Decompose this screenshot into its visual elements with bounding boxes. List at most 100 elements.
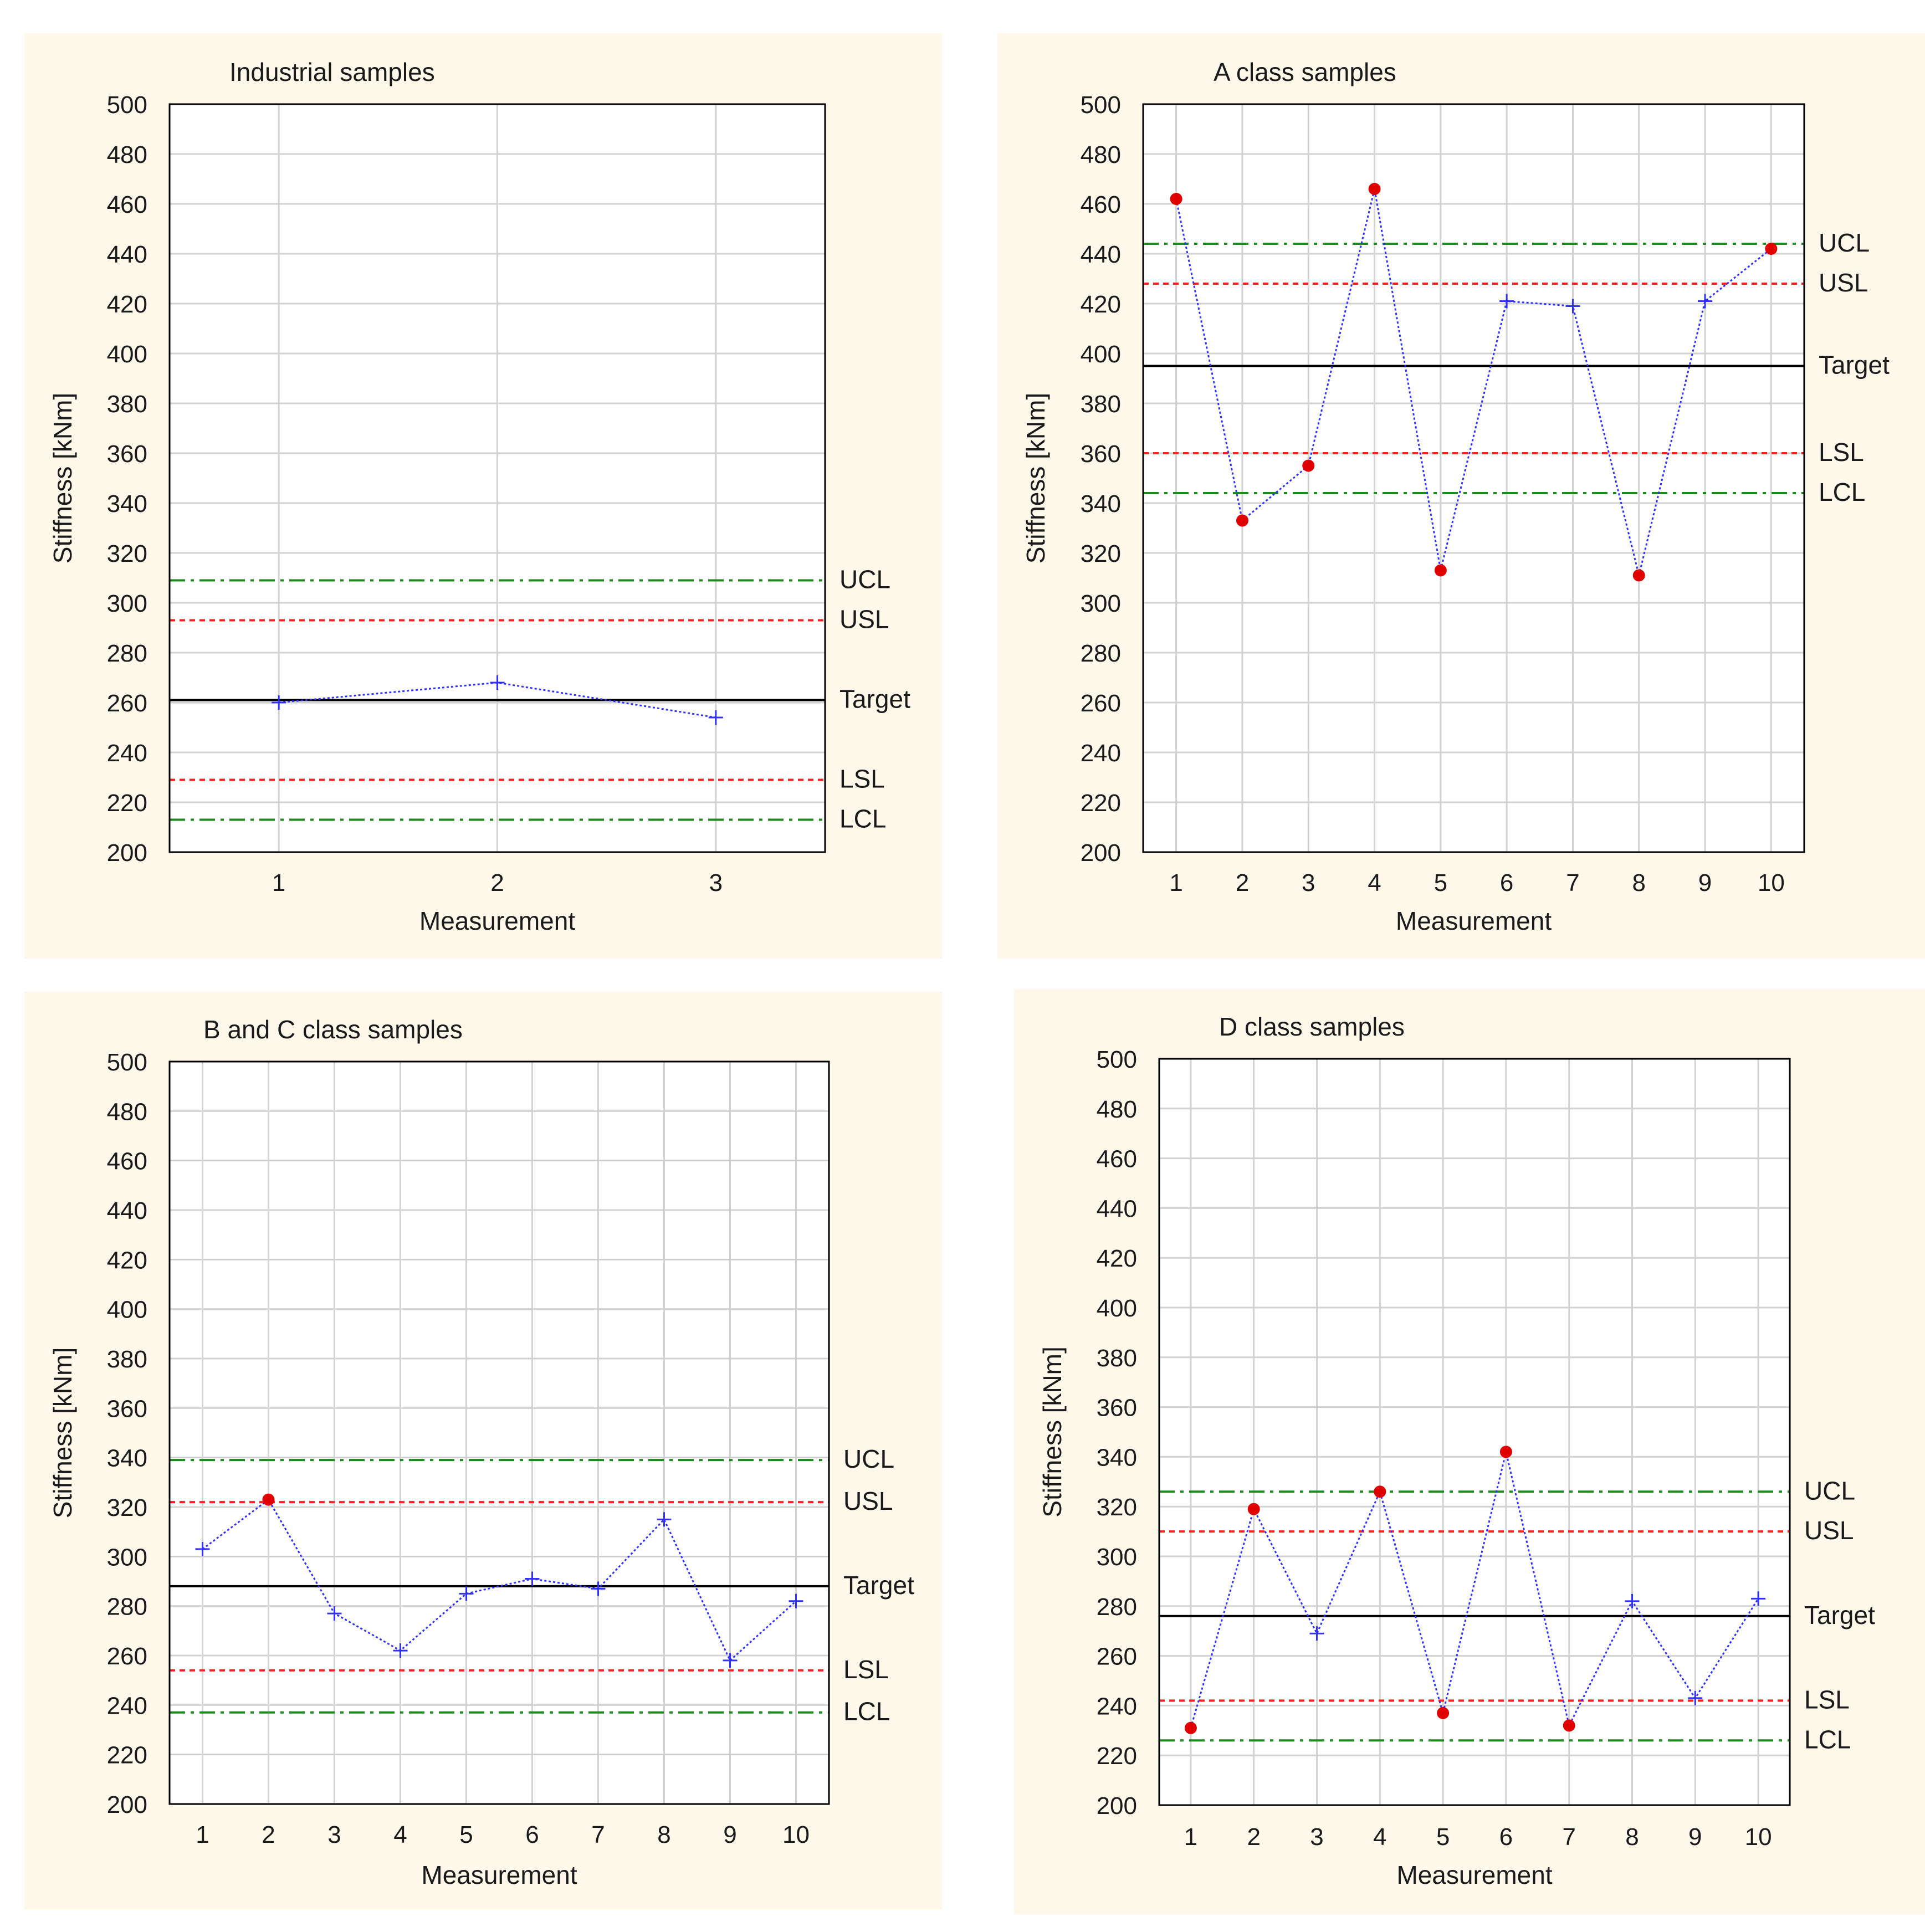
y-tick-label: 400 bbox=[1081, 341, 1121, 368]
y-tick-label: 500 bbox=[1097, 1046, 1137, 1073]
chart-title: B and C class samples bbox=[203, 1015, 463, 1044]
limit-label-ucl: UCL bbox=[1819, 228, 1870, 257]
y-tick-label: 220 bbox=[107, 790, 147, 817]
x-axis-label: Measurement bbox=[1396, 1861, 1552, 1889]
data-point-out-of-spec bbox=[262, 1493, 275, 1506]
y-tick-label: 360 bbox=[107, 1395, 147, 1422]
data-point bbox=[657, 1512, 672, 1527]
data-point-out-of-spec bbox=[1170, 193, 1182, 205]
y-tick-label: 320 bbox=[107, 540, 147, 567]
limit-label-target: Target bbox=[843, 1571, 914, 1600]
chart-panel-d-class: 200 220 240 260 280 300 320 340 360 380 400 420 440 4… bbox=[1014, 989, 1925, 1914]
chart-title: A class samples bbox=[1214, 58, 1396, 86]
x-tick-label: 4 bbox=[1373, 1823, 1386, 1851]
data-point bbox=[195, 1541, 210, 1556]
x-tick-label: 1 bbox=[1184, 1823, 1197, 1851]
y-tick-label: 260 bbox=[1081, 690, 1121, 717]
y-tick-label: 460 bbox=[107, 191, 147, 218]
limit-label-target: Target bbox=[839, 685, 910, 714]
x-tick-label: 8 bbox=[1632, 869, 1646, 896]
y-tick-label: 400 bbox=[1097, 1295, 1137, 1322]
y-tick-label: 280 bbox=[1081, 640, 1121, 667]
chart-panel-b-c-class: 200 220 240 260 280 300 320 340 360 380 400 420 440 4… bbox=[24, 992, 942, 1909]
y-tick-label: 400 bbox=[107, 1296, 147, 1324]
limit-label-ucl: UCL bbox=[839, 565, 890, 594]
y-tick-label: 260 bbox=[107, 690, 147, 717]
chart-industrial-samples: 200 220 240 260 280 300 320 340 360 380 400 420 440 4… bbox=[48, 58, 910, 935]
limit-label-ucl: UCL bbox=[843, 1444, 894, 1473]
data-point bbox=[789, 1593, 803, 1608]
data-point bbox=[1625, 1593, 1640, 1608]
x-tick-label: 2 bbox=[1247, 1823, 1260, 1851]
y-tick-label: 240 bbox=[1097, 1693, 1137, 1720]
data-point bbox=[708, 710, 723, 725]
chart-b-and-c-class-samples: 200 220 240 260 280 300 320 340 360 380 400 420 440 4… bbox=[48, 1015, 914, 1889]
data-point bbox=[490, 675, 505, 690]
series-line bbox=[1175, 188, 1772, 576]
y-tick-label: 220 bbox=[107, 1742, 147, 1769]
y-tick-label: 300 bbox=[107, 590, 147, 617]
y-tick-label: 480 bbox=[1097, 1096, 1137, 1123]
y-tick-label: 300 bbox=[107, 1544, 147, 1571]
y-tick-label: 280 bbox=[1097, 1593, 1137, 1621]
limit-label-lcl: LCL bbox=[843, 1697, 890, 1726]
y-tick-label: 300 bbox=[1097, 1544, 1137, 1571]
limit-label-lcl: LCL bbox=[1819, 478, 1865, 506]
x-tick-label: 5 bbox=[459, 1821, 473, 1848]
y-tick-label: 420 bbox=[107, 1247, 147, 1274]
x-tick-label: 1 bbox=[196, 1821, 209, 1848]
y-tick-label: 280 bbox=[107, 1593, 147, 1621]
x-tick-label: 5 bbox=[1436, 1823, 1450, 1851]
x-tick-label: 5 bbox=[1434, 869, 1447, 896]
x-tick-label: 7 bbox=[1566, 869, 1579, 896]
data-point bbox=[393, 1643, 408, 1658]
chart-title: Industrial samples bbox=[229, 58, 435, 86]
y-tick-label: 280 bbox=[107, 640, 147, 667]
y-tick-label: 200 bbox=[107, 839, 147, 867]
limit-label-lsl: LSL bbox=[1819, 438, 1864, 467]
x-tick-label: 7 bbox=[591, 1821, 605, 1848]
y-tick-label: 260 bbox=[107, 1643, 147, 1670]
plot-frame bbox=[1158, 1058, 1791, 1806]
chart-title: D class samples bbox=[1219, 1012, 1405, 1041]
data-point bbox=[1565, 299, 1580, 314]
y-tick-label: 240 bbox=[107, 740, 147, 767]
x-tick-label: 8 bbox=[657, 1821, 670, 1848]
x-tick-label: 3 bbox=[1302, 869, 1315, 896]
x-tick-label: 2 bbox=[262, 1821, 275, 1848]
data-point bbox=[272, 695, 286, 710]
y-tick-label: 440 bbox=[107, 1197, 147, 1224]
limit-label-lsl: LSL bbox=[1804, 1685, 1850, 1714]
limit-label-target: Target bbox=[1819, 351, 1890, 380]
y-tick-label: 340 bbox=[1097, 1444, 1137, 1471]
x-tick-label: 10 bbox=[1745, 1823, 1772, 1851]
x-axis-label: Measurement bbox=[1396, 906, 1552, 935]
data-point bbox=[1499, 294, 1514, 309]
y-tick-label: 340 bbox=[107, 490, 147, 517]
y-tick-label: 200 bbox=[107, 1791, 147, 1818]
y-tick-label: 400 bbox=[107, 341, 147, 368]
y-axis-label: Stiffness [kNm] bbox=[1038, 1346, 1067, 1517]
limit-label-usl: USL bbox=[1819, 268, 1868, 297]
plot-area bbox=[1159, 1059, 1790, 1805]
data-point-out-of-spec bbox=[1563, 1719, 1575, 1732]
x-tick-label: 10 bbox=[1758, 869, 1785, 896]
data-point-out-of-spec bbox=[1765, 243, 1778, 255]
x-tick-label: 6 bbox=[1500, 869, 1513, 896]
y-tick-label: 380 bbox=[1097, 1345, 1137, 1372]
plot-frame bbox=[168, 103, 826, 853]
plot-area bbox=[1143, 104, 1804, 852]
x-tick-label: 2 bbox=[490, 869, 504, 896]
limit-label-ucl: UCL bbox=[1804, 1476, 1855, 1505]
y-tick-label: 300 bbox=[1081, 590, 1121, 617]
chart-panel-industrial: 200 220 240 260 280 300 320 340 360 380 400 420 440 4… bbox=[24, 33, 942, 959]
y-tick-label: 480 bbox=[107, 141, 147, 168]
x-tick-label: 9 bbox=[723, 1821, 736, 1848]
y-tick-label: 380 bbox=[1081, 391, 1121, 418]
plot-frame bbox=[1142, 103, 1805, 853]
y-tick-label: 460 bbox=[107, 1148, 147, 1175]
x-tick-label: 1 bbox=[1169, 869, 1182, 896]
plot-frame bbox=[168, 1060, 830, 1805]
data-point-out-of-spec bbox=[1368, 183, 1381, 195]
y-tick-label: 420 bbox=[107, 291, 147, 318]
